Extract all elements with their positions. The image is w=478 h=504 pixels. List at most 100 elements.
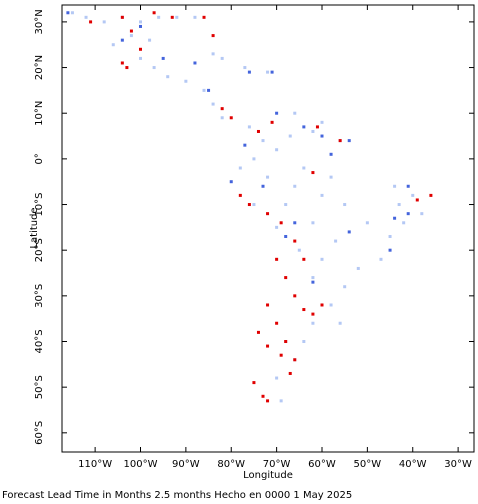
grid-cell [202,88,206,92]
grid-cell [284,203,288,207]
grid-cell [402,221,406,225]
grid-cell [161,56,165,60]
y-tick-label: 0° [34,153,45,164]
grid-cell [388,248,392,252]
grid-cell [261,394,265,398]
grid-cell [288,134,292,138]
grid-cell [252,381,256,385]
grid-cell [320,193,324,197]
grid-cell [411,193,415,197]
grid-cell [120,61,124,65]
grid-cell [302,166,306,170]
x-tick-label: 30°W [444,459,472,470]
grid-cell [311,129,315,133]
grid-cell [338,139,342,143]
grid-cell [261,139,265,143]
grid-cell [111,43,115,47]
grid-cell [293,294,297,298]
grid-cell [275,257,279,261]
grid-cell [129,29,133,33]
grid-cell [275,225,279,229]
grid-cell [184,79,188,83]
grid-cell [252,203,256,207]
grid-cell [261,184,265,188]
y-tick-label: 10°S [34,192,45,216]
grid-cell [275,148,279,152]
grid-cell [343,203,347,207]
grid-cell [311,312,315,316]
grid-cell [256,129,260,133]
grid-cell [329,152,333,156]
grid-cell [406,212,410,216]
grid-cell [420,212,424,216]
grid-cell [415,198,419,202]
grid-cell [284,276,288,280]
grid-cell [157,15,161,19]
grid-cell [102,20,106,24]
grid-cell [138,56,142,60]
grid-cell [247,125,251,129]
grid-cell [311,171,315,175]
grid-cell [288,371,292,375]
grid-cell [220,56,224,60]
grid-cell [311,321,315,325]
grid-cell [347,139,351,143]
grid-cell [193,15,197,19]
y-axis-label: Latitude [29,207,40,248]
grid-cell [293,184,297,188]
grid-cell [397,203,401,207]
grid-cell [334,239,338,243]
grid-cell [356,266,360,270]
grid-cell [266,303,270,307]
grid-cell [279,221,283,225]
grid-cell [129,34,133,38]
grid-cell [193,61,197,65]
grid-cell [320,134,324,138]
grid-cell [275,321,279,325]
grid-cell [175,15,179,19]
grid-cell [293,239,297,243]
x-tick-label: 50°W [354,459,382,470]
grid-cell [211,34,215,38]
grid-cell [275,376,279,380]
grid-cell [347,230,351,234]
grid-cell [202,15,206,19]
grid-cell [393,184,397,188]
caption: Forecast Lead Time in Months 2.5 months … [2,490,352,501]
grid-cell [279,399,283,403]
grid-cell [229,116,233,120]
grid-cell [388,234,392,238]
grid-cell [302,125,306,129]
grid-cell [320,303,324,307]
grid-cell [279,353,283,357]
grid-cell [148,38,152,42]
y-tick-label: 60°S [34,421,45,445]
grid-cell [243,66,247,70]
x-tick-label: 70°W [263,459,291,470]
grid-cell [266,399,270,403]
grid-cell [266,70,270,74]
x-tick-label: 90°W [172,459,200,470]
y-tick-label: 30°S [34,284,45,308]
grid-cell [125,66,129,70]
grid-cell [320,257,324,261]
grid-cell [302,257,306,261]
grid-cell [293,221,297,225]
grid-cell [315,125,319,129]
grid-cell [243,143,247,147]
grid-cell [89,20,93,24]
grid-cell [293,358,297,362]
x-tick-label: 100°W [124,459,158,470]
grid-cell [152,66,156,70]
x-tick-label: 40°W [399,459,427,470]
grid-cell [266,212,270,216]
grid-cell [120,38,124,42]
grid-cell [320,120,324,124]
grid-cell [429,193,433,197]
grid-cell [211,52,215,56]
grid-cell [266,344,270,348]
grid-cell [275,111,279,115]
grid-cell [284,234,288,238]
grid-cell [238,193,242,197]
grid-cell [297,248,301,252]
